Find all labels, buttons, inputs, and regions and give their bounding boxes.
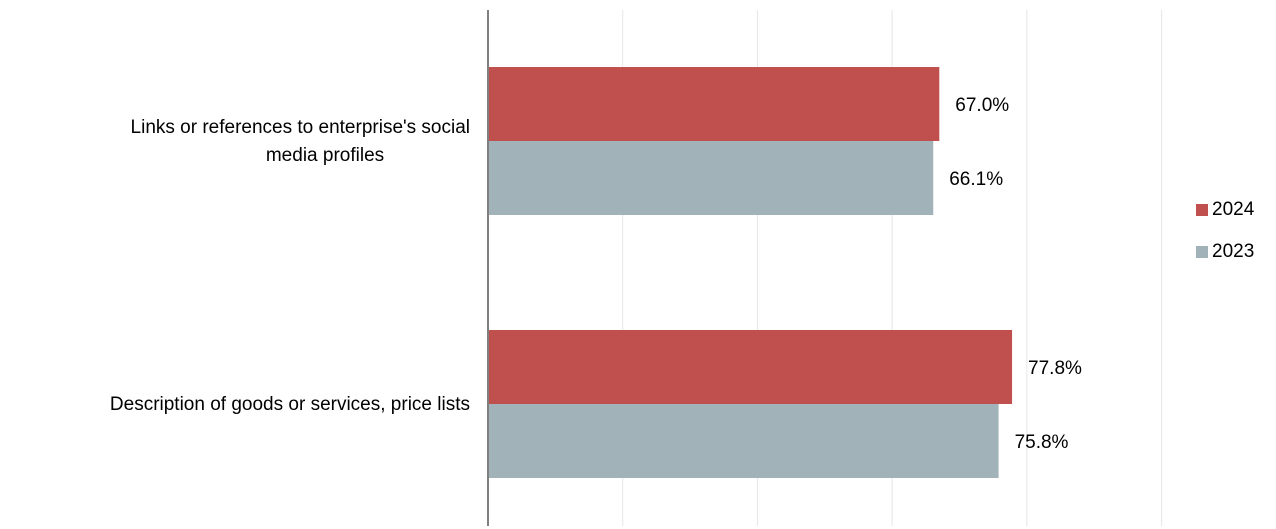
category-label-line-1: Description of goods or services, price … [109, 394, 470, 415]
data-label-2024-1: 67.0% [955, 95, 1009, 116]
legend-label-2024: 2024 [1212, 199, 1255, 220]
category-label-line-1: Links or references to enterprise's soci… [130, 117, 470, 138]
legend-swatch-2024 [1196, 204, 1208, 216]
legend-label-2023: 2023 [1212, 241, 1255, 262]
legend-swatch-2023 [1196, 246, 1208, 258]
bar-2023-1 [488, 141, 934, 215]
legend-item-2024: 2024 [1196, 198, 1254, 222]
bar-2023-2 [488, 404, 999, 478]
data-label-2023-1: 66.1% [949, 169, 1003, 190]
data-label-2024-2: 77.8% [1028, 358, 1082, 379]
data-label-2023-2: 75.8% [1015, 432, 1069, 453]
bar-2024-2 [488, 330, 1013, 404]
category-label-goods-services: Description of goods or services, price … [0, 391, 470, 419]
bar-2024-1 [488, 67, 940, 141]
category-label-line-2: media profiles [265, 145, 385, 166]
legend: 2024 2023 [1196, 198, 1254, 282]
category-label-social-media: Links or references to enterprise's soci… [0, 114, 470, 170]
legend-item-2023: 2023 [1196, 240, 1254, 264]
